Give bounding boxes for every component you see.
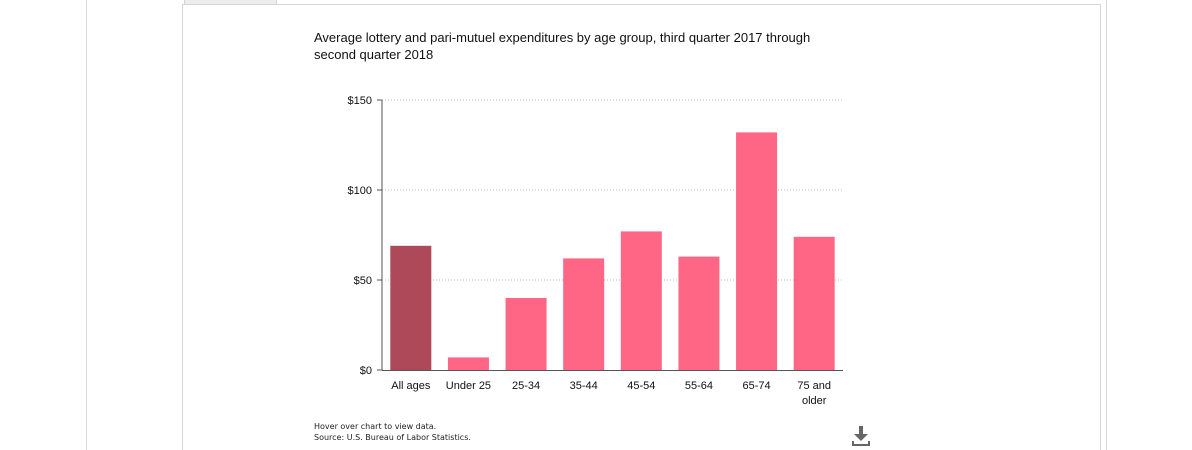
- axes: [381, 100, 843, 371]
- x-tick-label: 75 and older: [797, 380, 831, 407]
- chart-panel: [182, 4, 1101, 450]
- y-tick-label: $50: [354, 275, 372, 287]
- y-axis-ticks: $0 $50 $100 $150: [348, 95, 382, 377]
- x-tick-label: Under 25: [446, 380, 491, 392]
- y-tick-label: $0: [360, 365, 372, 377]
- x-tick-label: 55-64: [685, 380, 713, 392]
- y-tick-label: $150: [348, 95, 372, 107]
- x-tick-label: 65-74: [742, 380, 770, 392]
- x-tick-label: 45-54: [627, 380, 655, 392]
- x-axis-ticks: All ages Under 25 25-34 35-44 45-54 55-64 65-7…: [391, 380, 831, 407]
- bars[interactable]: [390, 132, 835, 370]
- bar[interactable]: [678, 256, 720, 370]
- hover-note: Hover over chart to view data.: [314, 422, 437, 431]
- source-note: Source: U.S. Bureau of Labor Statistics.: [314, 433, 471, 442]
- bar[interactable]: [620, 231, 662, 370]
- y-tick-label: $100: [348, 185, 372, 197]
- x-tick-label: All ages: [391, 380, 431, 392]
- bar[interactable]: [390, 245, 432, 370]
- page-left-border: [86, 0, 87, 450]
- bar[interactable]: [793, 236, 835, 370]
- chart-title: Average lottery and pari-mutuel expendit…: [314, 30, 811, 62]
- page-right-border: [1106, 0, 1107, 450]
- bar[interactable]: [563, 258, 605, 370]
- bar[interactable]: [736, 132, 778, 370]
- download-icon: [852, 426, 870, 446]
- x-tick-label: 35-44: [570, 380, 598, 392]
- x-tick-label: 25-34: [512, 380, 540, 392]
- download-button[interactable]: [851, 425, 871, 447]
- bar[interactable]: [505, 298, 547, 370]
- panel-tab[interactable]: [184, 0, 277, 5]
- bar[interactable]: [447, 357, 489, 370]
